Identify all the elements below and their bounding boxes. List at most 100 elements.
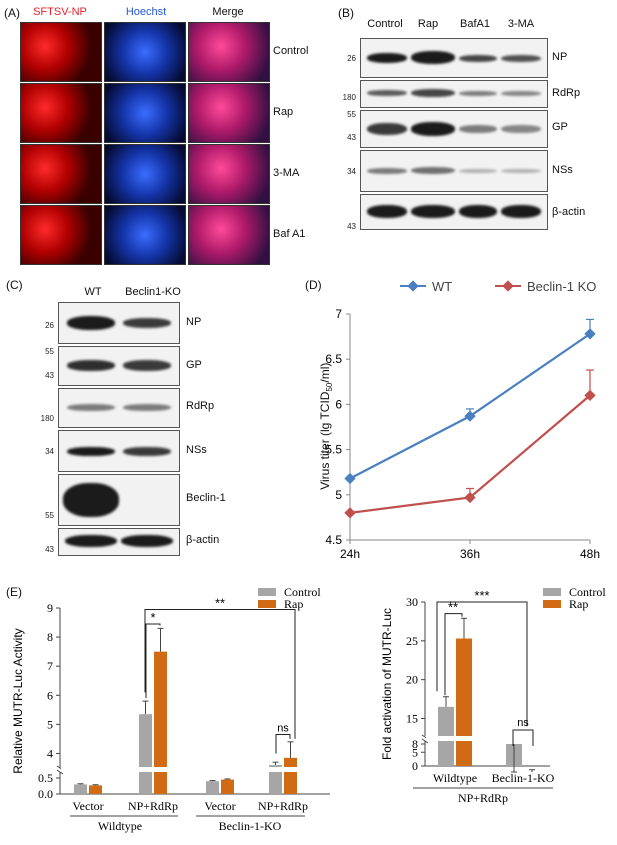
axis-break [421,738,429,744]
data-point [464,491,476,504]
panel-c-lane-ko: Beclin1-KO [125,286,181,298]
bar [89,785,102,794]
micrograph-merge-control [188,22,270,82]
panel-c-blot-label-gp: GP [186,359,202,371]
y-tick-label: 25 [406,634,418,648]
sig-ns: ns [277,723,289,735]
y-tick-label: 7 [335,307,342,321]
micrograph-hoechst-3ma [104,144,186,204]
panel-a-row-control: Control [273,45,309,57]
panel-a-col-np: SFTSV-NP [33,6,87,18]
sig-bracket [145,623,161,699]
panel-c-blot-label-np: NP [186,316,202,328]
panel-a-row-rap: Rap [273,106,294,118]
panel-b-blot-label-gp: GP [552,121,568,133]
bar [221,779,234,794]
x-tick-label: 48h [580,547,600,561]
sig-bracket [444,613,463,696]
bar [284,757,297,794]
legend-swatch [543,600,561,608]
legend-label: Rap [569,597,588,611]
panel-d-label: (D) [305,278,322,292]
line-chart: 4.5 5 5.5 6 6.5 7 24h 36h 48h WT Beclin-1 KO [325,279,600,561]
panel-c-blot-beclin [58,474,180,526]
sig-ns: ns [517,717,529,729]
x-tick-label: NP+RdRp [128,799,178,813]
sig-bracket [144,608,296,739]
legend-marker [502,280,514,292]
panel-c-blot-label-rdrp: RdRp [186,400,215,412]
panel-b-mw-gp-43: 43 [347,133,356,142]
sig-bracket [275,734,291,754]
panel-c-mw-rdrp: 180 [40,414,54,423]
micrograph-merge-3ma [188,144,270,204]
y-tick-label: 5 [335,488,342,502]
axis-break [56,769,64,775]
y-tick-label: 15 [406,711,418,725]
panel-b-lane-control: Control [367,18,403,30]
panel-a-row-3ma: 3-MA [273,167,300,179]
panel-c-lane-wt: WT [84,286,102,298]
y-tick-label: 7 [47,659,53,673]
y-tick-label: 4.5 [325,533,342,547]
panel-b-label: (B) [338,6,354,20]
bar [74,784,87,794]
micrograph-np-bafa1 [20,205,102,265]
sig-bracket [436,601,528,727]
panel-b-blot-nss [360,150,548,192]
legend-label: Beclin-1 KO [527,279,596,294]
micrograph-np-control [20,22,102,82]
panel-b-mw-gp-55: 55 [347,110,356,119]
panel-b-blot-label-nss: NSs [552,164,573,176]
legend-label: Rap [284,597,303,611]
y-axis-label: Relative MUTR-Luc Activity [11,628,25,773]
y-tick-label: 0.0 [38,787,53,801]
data-point [584,389,596,402]
panel-b-blot-np [360,38,548,78]
series-line [349,332,591,480]
x-tick-label: 36h [460,547,480,561]
panel-e-label: (E) [6,585,22,599]
panel-b-blot-actin [360,194,548,230]
bar-chart-fold: 058 15 20 25 30 Fold activation of MUTR-Luc Wi… [380,585,606,805]
legend-label: Control [284,585,321,599]
panel-c-blot-rdrp [58,388,180,428]
micrograph-hoechst-control [104,22,186,82]
y-tick-label: 5 [47,717,53,731]
data-point [344,472,356,485]
x-tick-label: Beclin-1-KO [492,771,555,785]
legend-label: Control [569,585,606,599]
x-tick-label: Vector [204,799,235,813]
panel-c-mw-nss: 34 [45,447,54,456]
bar [206,781,219,794]
bar [139,714,152,794]
panel-b-lane-rap: Rap [417,18,439,30]
panel-c-blot-np [58,302,180,344]
x-tick-label: Wildtype [433,771,477,785]
panel-b-blot-label-np: NP [552,51,568,63]
panel-c-blot-label-beclin: Beclin-1 [186,492,226,504]
panel-b-lane-3ma: 3-MA [507,18,535,30]
legend-label: WT [432,279,452,294]
panel-b-blot-label-actin: β-actin [552,206,586,218]
bar [456,638,472,766]
y-tick-label: 8 [47,630,53,644]
micrograph-np-3ma [20,144,102,204]
legend-swatch [258,588,276,596]
bar-break [426,736,486,741]
x-tick-label: 24h [340,547,360,561]
sig-star: *** [474,588,489,603]
sig-star: ** [215,595,225,610]
data-point [464,410,476,422]
bar-chart-relative: 0.0 0.5 4 5 6 7 8 9 Relative MUTR-Luc Activity Ve… [11,585,331,833]
panel-a-row-bafa1: Baf A1 [273,228,306,240]
y-tick-label: 6 [335,397,342,411]
panel-b-mw-nss: 34 [347,167,356,176]
y-tick-label: 0 [412,759,418,773]
micrograph-merge-rap [188,83,270,143]
panel-a-label: (A) [4,6,20,20]
panel-a-col-hoechst: Hoechst [125,6,167,18]
micrograph-merge-bafa1 [188,205,270,265]
panel-c-blot-label-actin: β-actin [186,534,220,546]
y-tick-label: 9 [47,601,53,615]
